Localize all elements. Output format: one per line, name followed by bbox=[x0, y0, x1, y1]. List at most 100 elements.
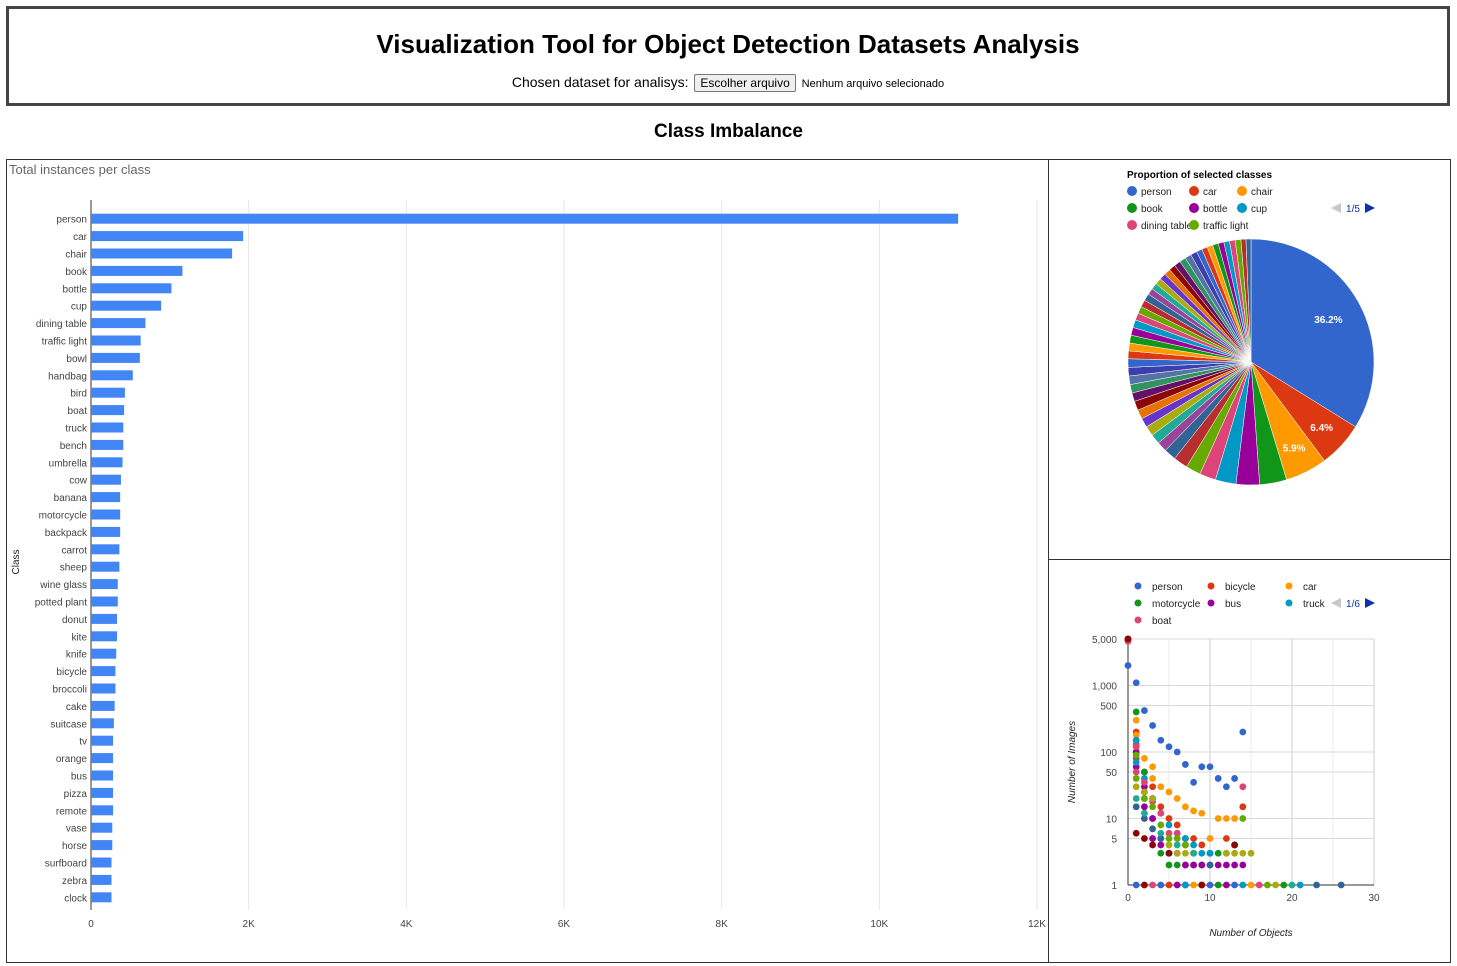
scatter-point[interactable] bbox=[1132, 716, 1140, 724]
scatter-point[interactable] bbox=[1190, 778, 1197, 786]
scatter-point[interactable] bbox=[1157, 881, 1165, 889]
scatter-point[interactable] bbox=[1223, 783, 1230, 791]
bar-horse[interactable] bbox=[91, 840, 113, 851]
scatter-point[interactable] bbox=[1157, 809, 1165, 817]
scatter-point[interactable] bbox=[1157, 803, 1165, 811]
scatter-point[interactable] bbox=[1173, 861, 1181, 869]
bar-dining-table[interactable] bbox=[91, 318, 146, 329]
scatter-point[interactable] bbox=[1313, 881, 1320, 889]
scatter-point[interactable] bbox=[1206, 849, 1214, 857]
bar-carrot[interactable] bbox=[91, 544, 120, 555]
scatter-point[interactable] bbox=[1132, 829, 1140, 837]
scatter-point[interactable] bbox=[1231, 861, 1238, 869]
scatter-point[interactable] bbox=[1141, 768, 1148, 776]
bar-bus[interactable] bbox=[91, 770, 114, 781]
scatter-point[interactable] bbox=[1132, 783, 1140, 791]
scatter-point[interactable] bbox=[1124, 662, 1132, 669]
scatter-point[interactable] bbox=[1173, 881, 1181, 889]
scatter-point[interactable] bbox=[1239, 728, 1247, 736]
scatter-point[interactable] bbox=[1132, 758, 1140, 766]
scatter-point[interactable] bbox=[1149, 763, 1156, 771]
scatter-point[interactable] bbox=[1214, 881, 1222, 889]
scatter-point[interactable] bbox=[1165, 821, 1173, 829]
bar-bird[interactable] bbox=[91, 387, 125, 398]
bar-tv[interactable] bbox=[91, 735, 114, 746]
pie-slice[interactable] bbox=[1245, 238, 1252, 363]
scatter-point[interactable] bbox=[1182, 849, 1189, 857]
scatter-point[interactable] bbox=[1198, 881, 1206, 889]
scatter-point[interactable] bbox=[1296, 881, 1304, 889]
bar-truck[interactable] bbox=[91, 422, 124, 433]
bar-vase[interactable] bbox=[91, 822, 113, 833]
scatter-point[interactable] bbox=[1182, 841, 1189, 849]
bar-sheep[interactable] bbox=[91, 561, 120, 572]
scatter-point[interactable] bbox=[1165, 743, 1173, 751]
scatter-point[interactable] bbox=[1239, 803, 1247, 811]
scatter-point[interactable] bbox=[1132, 751, 1140, 759]
scatter-point[interactable] bbox=[1157, 821, 1165, 829]
scatter-point[interactable] bbox=[1214, 775, 1222, 782]
scatter-point[interactable] bbox=[1198, 861, 1206, 869]
scatter-point[interactable] bbox=[1132, 736, 1140, 744]
scatter-point[interactable] bbox=[1173, 849, 1181, 857]
scatter-point[interactable] bbox=[1198, 763, 1206, 771]
scatter-point[interactable] bbox=[1132, 768, 1140, 776]
scatter-point[interactable] bbox=[1141, 881, 1148, 889]
bar-backpack[interactable] bbox=[91, 526, 121, 537]
scatter-point[interactable] bbox=[1272, 881, 1279, 889]
bar-umbrella[interactable] bbox=[91, 457, 123, 468]
scatter-point[interactable] bbox=[1231, 849, 1238, 857]
scatter-point[interactable] bbox=[1255, 881, 1263, 889]
scatter-point[interactable] bbox=[1165, 829, 1173, 837]
scatter-point[interactable] bbox=[1239, 861, 1247, 869]
scatter-point[interactable] bbox=[1157, 849, 1165, 857]
scatter-point[interactable] bbox=[1149, 835, 1156, 842]
scatter-point[interactable] bbox=[1165, 881, 1173, 889]
scatter-point[interactable] bbox=[1141, 809, 1148, 817]
scatter-point[interactable] bbox=[1337, 881, 1345, 889]
scatter-point[interactable] bbox=[1149, 881, 1156, 889]
scatter-point[interactable] bbox=[1247, 849, 1255, 857]
scatter-point[interactable] bbox=[1165, 841, 1173, 849]
scatter-point[interactable] bbox=[1239, 849, 1247, 857]
bar-traffic-light[interactable] bbox=[91, 335, 141, 346]
scatter-point[interactable] bbox=[1173, 821, 1181, 829]
bar-book[interactable] bbox=[91, 265, 183, 276]
bar-chair[interactable] bbox=[91, 248, 233, 259]
scatter-point[interactable] bbox=[1231, 881, 1238, 889]
bar-donut[interactable] bbox=[91, 613, 118, 624]
scatter-point[interactable] bbox=[1206, 763, 1214, 771]
scatter-point[interactable] bbox=[1280, 881, 1288, 889]
scatter-point[interactable] bbox=[1231, 775, 1238, 782]
scatter-point[interactable] bbox=[1198, 809, 1206, 817]
scatter-point[interactable] bbox=[1190, 849, 1197, 857]
scatter-point[interactable] bbox=[1173, 841, 1181, 849]
scatter-point[interactable] bbox=[1157, 783, 1165, 791]
pie-legend-next-icon[interactable] bbox=[1365, 203, 1375, 213]
scatter-point[interactable] bbox=[1165, 815, 1173, 822]
bar-clock[interactable] bbox=[91, 892, 112, 903]
bar-boat[interactable] bbox=[91, 405, 125, 416]
scatter-point[interactable] bbox=[1173, 795, 1181, 802]
scatter-point[interactable] bbox=[1190, 861, 1197, 869]
bar-cup[interactable] bbox=[91, 300, 162, 311]
scatter-point[interactable] bbox=[1157, 829, 1165, 837]
scatter-point[interactable] bbox=[1190, 881, 1197, 889]
scatter-point[interactable] bbox=[1149, 803, 1156, 811]
scatter-point[interactable] bbox=[1149, 795, 1156, 802]
bar-cow[interactable] bbox=[91, 474, 121, 485]
scatter-point[interactable] bbox=[1206, 881, 1214, 889]
scatter-point[interactable] bbox=[1141, 707, 1148, 714]
scatter-point[interactable] bbox=[1141, 788, 1148, 796]
scatter-point[interactable] bbox=[1173, 829, 1181, 837]
scatter-point[interactable] bbox=[1173, 748, 1181, 756]
scatter-point[interactable] bbox=[1247, 881, 1255, 889]
scatter-point[interactable] bbox=[1132, 803, 1140, 811]
scatter-point[interactable] bbox=[1239, 783, 1247, 791]
scatter-point[interactable] bbox=[1214, 849, 1222, 857]
bar-knife[interactable] bbox=[91, 648, 117, 659]
scatter-point[interactable] bbox=[1124, 635, 1132, 643]
scatter-point[interactable] bbox=[1190, 807, 1197, 815]
scatter-point[interactable] bbox=[1223, 849, 1230, 857]
scatter-point[interactable] bbox=[1157, 835, 1165, 842]
